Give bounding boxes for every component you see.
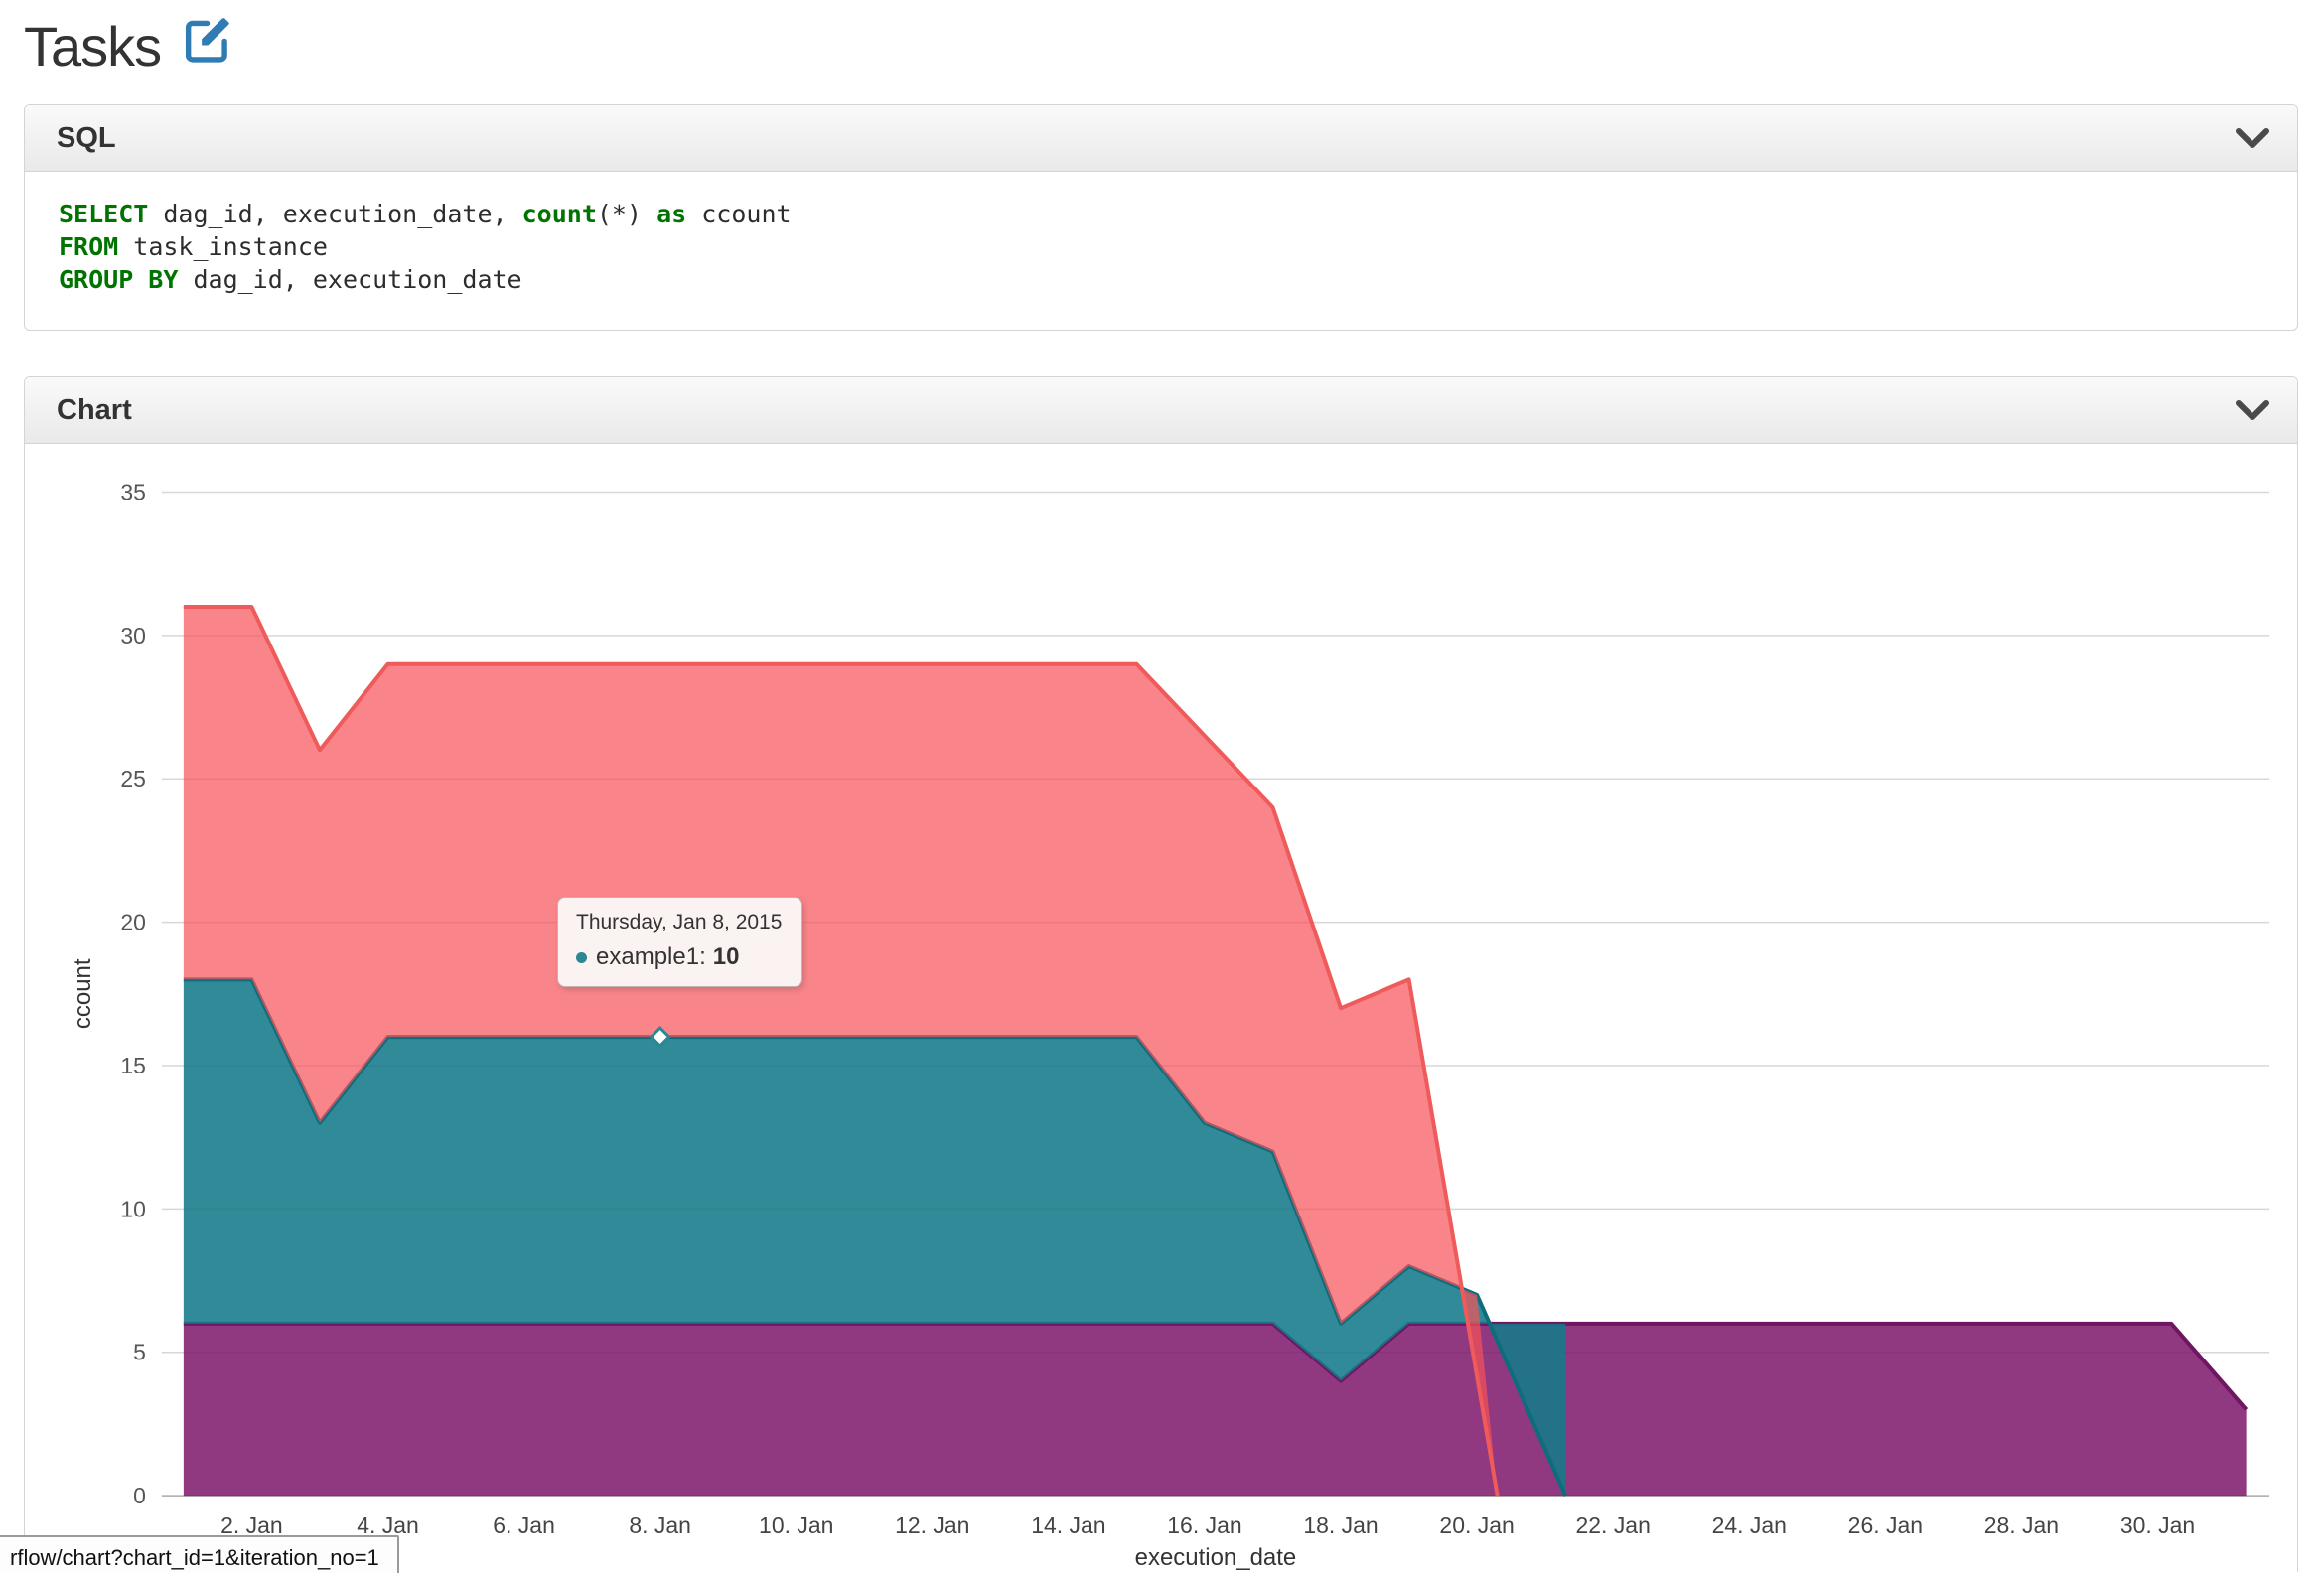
y-tick-label: 30	[120, 623, 146, 648]
page-title: Tasks	[24, 15, 162, 77]
series	[183, 604, 2249, 1497]
x-tick-label: 4. Jan	[357, 1512, 419, 1538]
y-tick-label: 25	[120, 766, 146, 791]
y-tick-label: 0	[133, 1483, 146, 1508]
code-line: FROM task_instance	[59, 232, 328, 261]
x-tick-label: 8. Jan	[629, 1512, 691, 1538]
browser-status-bar: rflow/chart?chart_id=1&iteration_no=1	[0, 1535, 399, 1573]
y-tick-label: 10	[120, 1196, 146, 1221]
x-tick-label: 10. Jan	[759, 1512, 833, 1538]
sql-code: SELECT dag_id, execution_date, count(*) …	[59, 198, 2267, 296]
hover-marker-icon	[649, 1025, 671, 1049]
tooltip-value: 10	[712, 943, 740, 970]
x-tick-label: 18. Jan	[1303, 1512, 1378, 1538]
x-tick-label: 28. Jan	[1984, 1512, 2059, 1538]
chart-panel-title: Chart	[57, 393, 132, 426]
area-series-teal	[183, 979, 1566, 1497]
chart-panel: Chart 0 5 10 15 20 25 30 35 2. Jan 4. Jan 6. Jan 8.…	[24, 376, 2298, 1572]
chart-tooltip: Thursday, Jan 8, 2015 example1: 10	[557, 897, 803, 987]
page-header: Tasks	[24, 14, 2298, 78]
x-tick-label: 30. Jan	[2120, 1512, 2195, 1538]
chevron-down-icon[interactable]	[2236, 126, 2269, 150]
chevron-down-icon[interactable]	[2236, 398, 2269, 422]
y-tick-label: 5	[133, 1340, 146, 1365]
x-tick-label: 16. Jan	[1167, 1512, 1241, 1538]
code-line: GROUP BY dag_id, execution_date	[59, 265, 522, 294]
line-series-red	[183, 604, 1500, 1497]
x-tick-label: 14. Jan	[1031, 1512, 1105, 1538]
chart-area: 0 5 10 15 20 25 30 35 2. Jan 4. Jan 6. Jan 8. Jan 10…	[25, 444, 2297, 1572]
y-tick-label: 35	[120, 479, 146, 504]
x-tick-label: 2. Jan	[220, 1512, 283, 1538]
tooltip-series-row: example1: 10	[576, 943, 782, 971]
y-axis-title: ccount	[70, 958, 96, 1029]
y-tick-label: 20	[120, 910, 146, 935]
x-tick-label: 12. Jan	[895, 1512, 969, 1538]
edit-icon[interactable]	[181, 14, 234, 68]
tooltip-date: Thursday, Jan 8, 2015	[576, 911, 783, 933]
x-axis-title: execution_date	[1135, 1544, 1297, 1571]
sql-panel-body: SELECT dag_id, execution_date, count(*) …	[25, 172, 2297, 330]
sql-panel-header[interactable]: SQL	[25, 105, 2297, 172]
x-tick-label: 6. Jan	[493, 1512, 555, 1538]
x-tick-label: 20. Jan	[1439, 1512, 1514, 1538]
y-tick-label: 15	[120, 1053, 146, 1078]
tooltip-series-label: example1:	[596, 943, 706, 970]
area-series-purple	[183, 1323, 2247, 1497]
x-tick-label: 26. Jan	[1848, 1512, 1923, 1538]
area-series-red	[183, 606, 1498, 1497]
x-tick-label: 24. Jan	[1712, 1512, 1787, 1538]
tasks-area-chart: 0 5 10 15 20 25 30 35 2. Jan 4. Jan 6. Jan 8. Jan 10…	[70, 479, 2270, 1571]
series-bullet-icon	[576, 951, 587, 963]
chart-panel-header[interactable]: Chart	[25, 377, 2297, 444]
sql-panel-title: SQL	[57, 121, 116, 154]
pencil-square-icon	[186, 17, 230, 63]
sql-panel: SQL SELECT dag_id, execution_date, count…	[24, 104, 2298, 331]
x-tick-label: 22. Jan	[1576, 1512, 1651, 1538]
code-line: SELECT dag_id, execution_date, count(*) …	[59, 200, 792, 228]
